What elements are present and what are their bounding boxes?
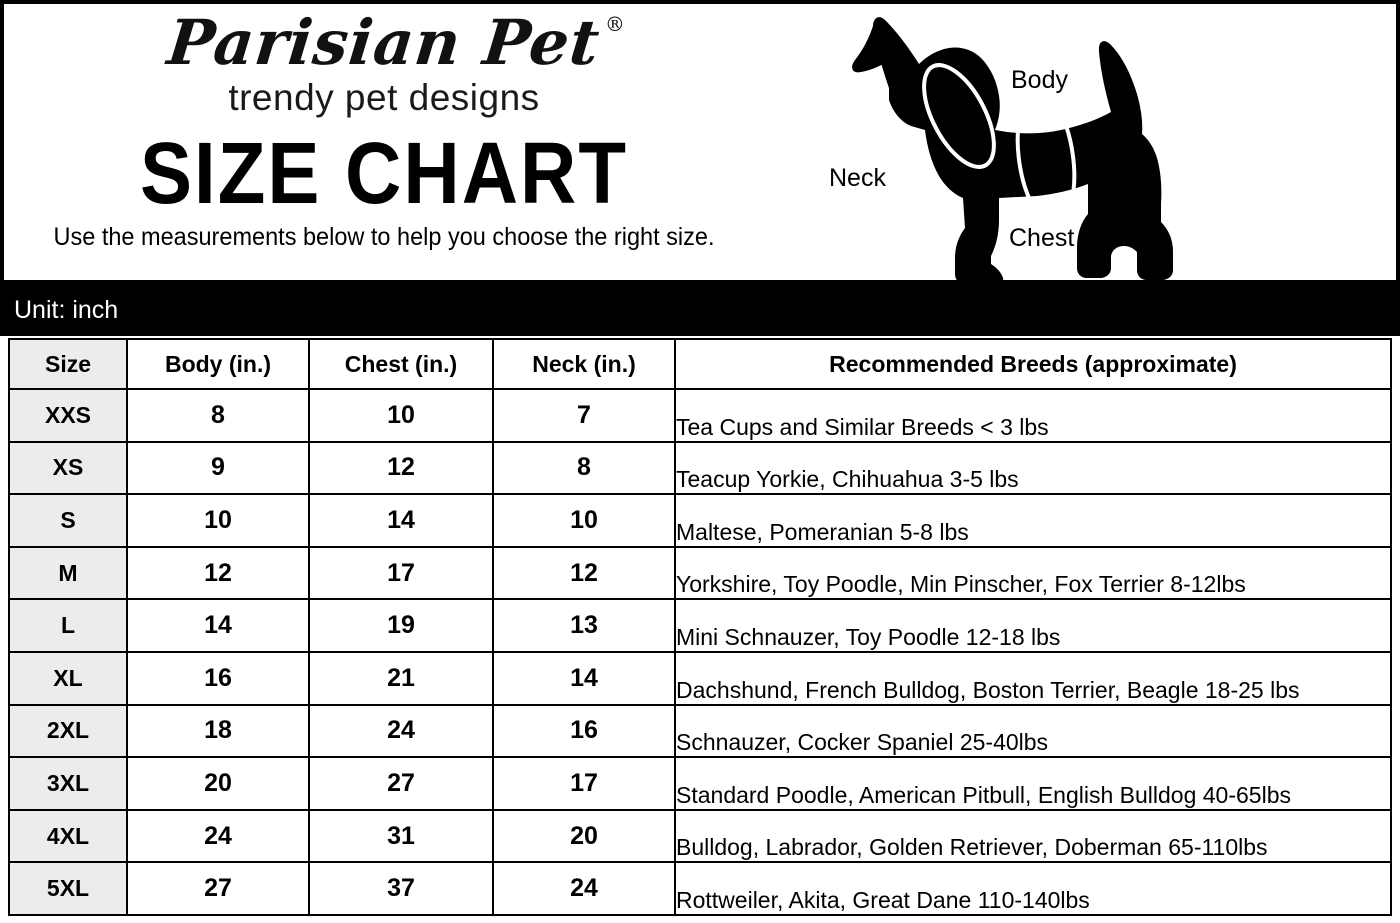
- cell-neck: 24: [492, 861, 676, 916]
- cell-chest: 24: [308, 703, 494, 759]
- cell-neck: 13: [492, 598, 676, 653]
- cell-size: 4XL: [8, 808, 128, 864]
- column-header-size: Size: [8, 338, 128, 390]
- unit-label: Unit: inch: [14, 295, 119, 324]
- brand-block: Parisian Pet ® trendy pet designs SIZE CH…: [4, 6, 764, 252]
- cell-chest: 10: [308, 388, 494, 443]
- table-row: M 12 17 12 Yorkshire, Toy Poodle, Min Pi…: [8, 545, 1392, 601]
- chest-measure-loop: [1015, 90, 1077, 226]
- table-row: 2XL 18 24 16 Schnauzer, Cocker Spaniel 2…: [8, 703, 1392, 759]
- table-row: XL 16 21 14 Dachshund, French Bulldog, B…: [8, 650, 1392, 706]
- cell-breeds: Teacup Yorkie, Chihuahua 3-5 lbs: [674, 440, 1392, 496]
- column-header-body: Body (in.): [126, 338, 310, 390]
- cell-size: 5XL: [8, 861, 128, 916]
- cell-breeds: Schnauzer, Cocker Spaniel 25-40lbs: [674, 703, 1392, 759]
- cell-chest: 12: [308, 440, 494, 496]
- cell-body: 12: [126, 545, 310, 601]
- dog-measurement-diagram: Body Neck Chest: [811, 8, 1386, 284]
- column-header-chest: Chest (in.): [308, 338, 494, 390]
- cell-neck: 8: [492, 440, 676, 496]
- size-table-container: Size Body (in.) Chest (in.) Neck (in.) R…: [8, 338, 1392, 916]
- brand-logo-text: Parisian Pet ®: [164, 6, 625, 79]
- cell-size: S: [8, 493, 128, 548]
- table-row: 5XL 27 37 24 Rottweiler, Akita, Great Da…: [8, 861, 1392, 916]
- cell-size: 2XL: [8, 703, 128, 759]
- cell-size: 3XL: [8, 756, 128, 811]
- cell-breeds: Dachshund, French Bulldog, Boston Terrie…: [674, 650, 1392, 706]
- cell-size: L: [8, 598, 128, 653]
- brand-name: Parisian Pet: [164, 6, 604, 79]
- cell-chest: 31: [308, 808, 494, 864]
- diagram-label-chest: Chest: [1009, 224, 1074, 252]
- cell-size: XL: [8, 650, 128, 706]
- cell-neck: 17: [492, 756, 676, 811]
- cell-body: 14: [126, 598, 310, 653]
- dog-silhouette-icon: [852, 17, 1173, 284]
- cell-chest: 27: [308, 756, 494, 811]
- cell-body: 10: [126, 493, 310, 548]
- cell-neck: 16: [492, 703, 676, 759]
- table-row: 4XL 24 31 20 Bulldog, Labrador, Golden R…: [8, 808, 1392, 864]
- cell-neck: 10: [492, 493, 676, 548]
- cell-size: M: [8, 545, 128, 601]
- cell-body: 16: [126, 650, 310, 706]
- page-title: SIZE CHART: [140, 123, 628, 223]
- cell-breeds: Bulldog, Labrador, Golden Retriever, Dob…: [674, 808, 1392, 864]
- cell-chest: 21: [308, 650, 494, 706]
- registered-trademark-icon: ®: [604, 12, 626, 36]
- cell-breeds: Standard Poodle, American Pitbull, Engli…: [674, 756, 1392, 811]
- unit-bar: Unit: inch: [0, 284, 1400, 336]
- page-subtitle: Use the measurements below to help you c…: [53, 223, 715, 252]
- diagram-label-body: Body: [1011, 66, 1068, 94]
- table-row: L 14 19 13 Mini Schnauzer, Toy Poodle 12…: [8, 598, 1392, 653]
- cell-neck: 7: [492, 388, 676, 443]
- table-row: S 10 14 10 Maltese, Pomeranian 5-8 lbs: [8, 493, 1392, 548]
- cell-body: 9: [126, 440, 310, 496]
- table-row: XXS 8 10 7 Tea Cups and Similar Breeds <…: [8, 388, 1392, 443]
- cell-breeds: Maltese, Pomeranian 5-8 lbs: [674, 493, 1392, 548]
- cell-chest: 14: [308, 493, 494, 548]
- cell-body: 24: [126, 808, 310, 864]
- table-header-row: Size Body (in.) Chest (in.) Neck (in.) R…: [8, 338, 1392, 390]
- table-body: XXS 8 10 7 Tea Cups and Similar Breeds <…: [8, 388, 1392, 916]
- brand-tagline: trendy pet designs: [228, 77, 540, 119]
- cell-body: 8: [126, 388, 310, 443]
- cell-breeds: Mini Schnauzer, Toy Poodle 12-18 lbs: [674, 598, 1392, 653]
- cell-chest: 17: [308, 545, 494, 601]
- column-header-neck: Neck (in.): [492, 338, 676, 390]
- cell-size: XS: [8, 440, 128, 496]
- column-header-breeds: Recommended Breeds (approximate): [674, 338, 1392, 390]
- cell-neck: 12: [492, 545, 676, 601]
- header-banner: Parisian Pet ® trendy pet designs SIZE CH…: [0, 0, 1400, 284]
- cell-body: 20: [126, 756, 310, 811]
- cell-breeds: Yorkshire, Toy Poodle, Min Pinscher, Fox…: [674, 545, 1392, 601]
- cell-chest: 37: [308, 861, 494, 916]
- table-row: XS 9 12 8 Teacup Yorkie, Chihuahua 3-5 l…: [8, 440, 1392, 496]
- cell-size: XXS: [8, 388, 128, 443]
- cell-breeds: Rottweiler, Akita, Great Dane 110-140lbs: [674, 861, 1392, 916]
- cell-neck: 14: [492, 650, 676, 706]
- cell-neck: 20: [492, 808, 676, 864]
- cell-breeds: Tea Cups and Similar Breeds < 3 lbs: [674, 388, 1392, 443]
- table-row: 3XL 20 27 17 Standard Poodle, American P…: [8, 756, 1392, 811]
- diagram-label-neck: Neck: [829, 164, 886, 192]
- cell-body: 27: [126, 861, 310, 916]
- size-table: Size Body (in.) Chest (in.) Neck (in.) R…: [8, 338, 1392, 916]
- cell-chest: 19: [308, 598, 494, 653]
- neck-measure-loop: [922, 63, 996, 169]
- table-header: Size Body (in.) Chest (in.) Neck (in.) R…: [8, 338, 1392, 390]
- cell-body: 18: [126, 703, 310, 759]
